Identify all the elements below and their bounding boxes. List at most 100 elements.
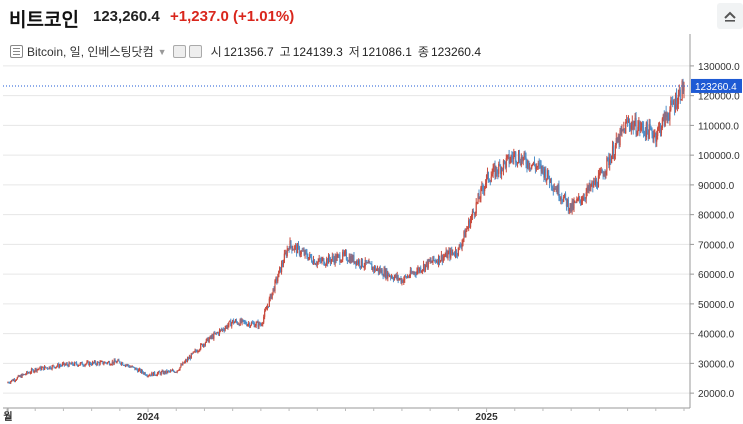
candle-body [297, 244, 300, 247]
candle-body [55, 366, 57, 369]
candle-body [428, 259, 430, 262]
candle-body [100, 361, 102, 363]
candle-body [82, 365, 84, 367]
candle-body [257, 321, 259, 327]
candle-body [58, 363, 60, 368]
candle-body [139, 368, 142, 373]
candle-body [505, 158, 507, 168]
candle-body [554, 188, 556, 190]
candle-body [227, 325, 229, 328]
candle-body [530, 167, 532, 169]
candle-body [477, 194, 479, 202]
candle-body [623, 128, 625, 130]
candle-body [369, 261, 371, 264]
candle-body [60, 365, 63, 367]
candle-body [435, 260, 437, 263]
candle-body [34, 368, 36, 371]
candle-body [661, 118, 663, 128]
candle-body [500, 168, 503, 175]
candle-body [161, 370, 163, 372]
candle-body [300, 250, 302, 254]
candle-body [332, 256, 334, 260]
candle-body [459, 245, 461, 247]
close-label: 종 [417, 45, 429, 59]
settings-icon[interactable] [172, 45, 186, 58]
candle-body [336, 255, 338, 261]
candle-body [260, 324, 262, 326]
price-chart[interactable]: 20000.0 30000.0 40000.0 50000.0 60000.0 70000… [0, 34, 743, 424]
candle-body [38, 368, 40, 370]
candle-body [614, 145, 616, 155]
candle-body [138, 369, 140, 372]
candle-body [549, 178, 552, 184]
candle-body [499, 163, 501, 167]
candle-body [392, 278, 395, 280]
candle-body [151, 372, 153, 376]
candle-body [590, 185, 592, 189]
candle-body [526, 164, 528, 168]
candle-body [491, 173, 493, 177]
symbol-dropdown-icon[interactable]: ▼ [157, 46, 167, 57]
candle-body [126, 364, 128, 366]
candle-body [333, 259, 335, 264]
candle-body [286, 249, 288, 256]
candle-body [423, 264, 426, 271]
candle-body [201, 343, 204, 347]
candle-body [374, 266, 377, 271]
chart-canvas[interactable]: 20000.0 30000.0 40000.0 50000.0 60000.0 70000… [0, 34, 743, 424]
candle-body [209, 335, 211, 339]
candle-body [256, 321, 258, 323]
collapse-button[interactable] [717, 3, 743, 29]
candle-body [47, 368, 49, 370]
candle-body [522, 157, 524, 162]
candle-body [185, 360, 188, 362]
candle-body [503, 160, 506, 162]
candle-body [141, 370, 143, 373]
candle-body [338, 254, 340, 256]
symbol-list-icon[interactable] [10, 45, 23, 58]
candle-body [379, 268, 381, 273]
candle-body [350, 256, 352, 263]
candle-body [515, 152, 517, 163]
candle-body [264, 309, 267, 311]
candle-body [73, 364, 75, 366]
candle-body [367, 262, 369, 264]
candle-body [153, 371, 155, 376]
candle-body [307, 257, 309, 260]
candle-body [646, 122, 648, 131]
candle-body [553, 188, 555, 191]
candle-body [445, 251, 447, 256]
candle-body [511, 156, 513, 158]
candle-body [518, 154, 521, 162]
candle-body [485, 183, 487, 187]
candle-body [98, 362, 100, 365]
candle-body [274, 280, 276, 291]
candle-body [236, 321, 238, 324]
high-label: 고 [279, 45, 291, 59]
candle-body [567, 199, 569, 211]
hide-icon[interactable] [188, 45, 202, 58]
candle-body [69, 362, 71, 364]
candle-body [52, 365, 54, 367]
candle-body [40, 366, 42, 370]
candle-body [291, 245, 293, 251]
low-label: 저 [348, 45, 360, 59]
candle-body [135, 368, 137, 370]
candle-body [240, 319, 242, 323]
candle-body [87, 361, 89, 363]
candle-body [568, 209, 570, 211]
candle-body [509, 160, 511, 164]
candle-body [74, 362, 76, 366]
candle-body [504, 161, 506, 168]
candle-body [42, 366, 44, 368]
candle-body [35, 368, 37, 372]
candle-body [651, 128, 653, 135]
candle-body [119, 361, 121, 364]
candle-body [337, 254, 339, 256]
candle-body [634, 117, 636, 126]
candle-body [489, 181, 491, 183]
candle-body [228, 321, 230, 326]
candle-body [571, 201, 573, 212]
y-tick-label: 20000.0 [698, 389, 735, 400]
candle-body [437, 255, 440, 264]
